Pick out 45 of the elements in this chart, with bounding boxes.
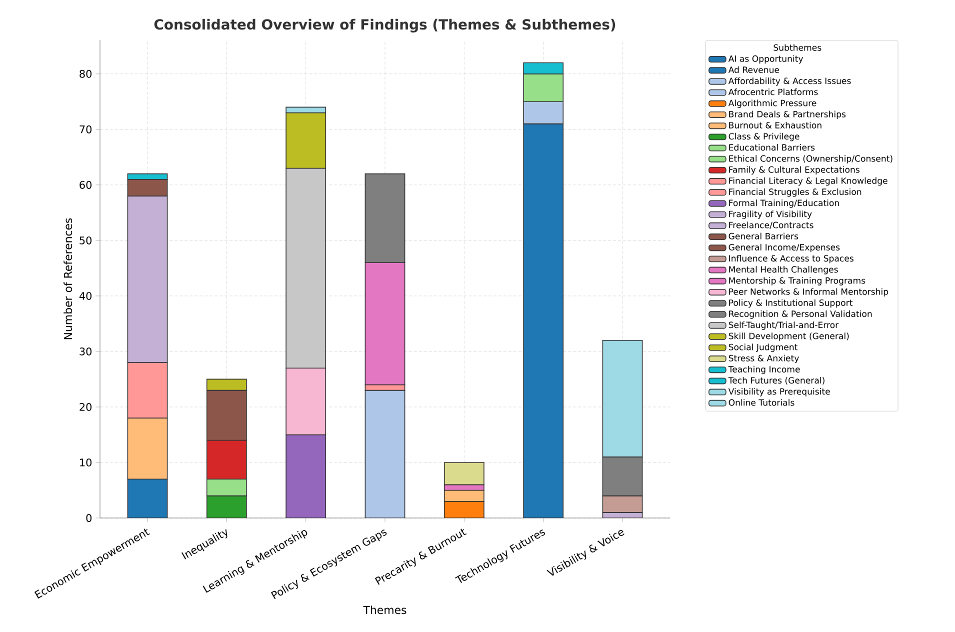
legend-label: Social Judgment: [728, 344, 798, 352]
legend-label: General Income/Expenses: [728, 244, 840, 252]
x-axis-title: Themes: [363, 606, 406, 614]
legend-label: Fragility of Visibility: [729, 210, 812, 219]
y-tick-label: 80: [80, 70, 92, 78]
legend-label: Burnout & Exhaustion: [729, 122, 822, 128]
legend-label: Educational Barriers: [729, 144, 815, 151]
legend-label: Freelance/Contracts: [729, 222, 814, 229]
y-tick-label: 30: [80, 347, 92, 356]
legend-label: Ad Revenue: [728, 66, 780, 73]
legend-label: Class & Privilege: [728, 132, 800, 142]
y-axis-title: Number of References: [64, 218, 72, 340]
legend-label: Financial Literacy & Legal Knowledge: [729, 177, 888, 186]
legend-label: Financial Struggles & Exclusion: [729, 188, 862, 197]
legend-label: Affordability & Access Issues: [728, 77, 851, 86]
legend-label: Recognition & Personal Validation: [729, 310, 872, 319]
legend-label: Mental Health Challenges: [729, 266, 838, 274]
legend-label: Teaching Income: [728, 366, 800, 374]
legend-label: Peer Networks & Informal Mentorship: [729, 288, 888, 297]
y-tick-label: 20: [80, 403, 92, 411]
y-tick-label: 40: [79, 292, 92, 300]
legend-label: Algorithmic Pressure: [728, 100, 816, 108]
legend-label: Influence & Access to Spaces: [729, 254, 854, 264]
legend-label: Tech Futures (General): [728, 376, 824, 385]
legend-label: Mentorship & Training Programs: [729, 277, 866, 286]
legend-label: Family & Cultural Expectations: [729, 166, 860, 174]
y-tick-label: 10: [80, 458, 92, 466]
y-tick-label: 0: [86, 514, 92, 522]
legend-label: Skill Development (General): [728, 332, 849, 341]
y-tick-label: 60: [80, 180, 92, 189]
legend-title: Subthemes: [774, 44, 822, 51]
legend-label: Self-Taught/Trial-and-Error: [728, 322, 839, 330]
legend-label: Afrocentric Platforms: [728, 88, 818, 96]
y-tick-label: 50: [80, 236, 92, 244]
legend-label: Ethical Concerns (Ownership/Consent): [729, 155, 892, 164]
legend-label: AI as Opportunity: [728, 55, 804, 64]
chart-title: Consolidated Overview of Findings (Themes & Subthemes): [154, 18, 616, 32]
legend-label: Visibility as Prerequisite: [728, 388, 830, 396]
legend-label: Brand Deals & Partnerships: [729, 110, 846, 120]
legend-label: Online Tutorials: [728, 399, 794, 406]
legend-label: Stress & Anxiety: [728, 354, 799, 364]
legend-label: Policy & Institutional Support: [729, 299, 853, 308]
y-tick-label: 70: [80, 125, 92, 134]
legend-label: General Barriers: [728, 232, 798, 240]
legend-label: Formal Training/Education: [729, 199, 839, 208]
